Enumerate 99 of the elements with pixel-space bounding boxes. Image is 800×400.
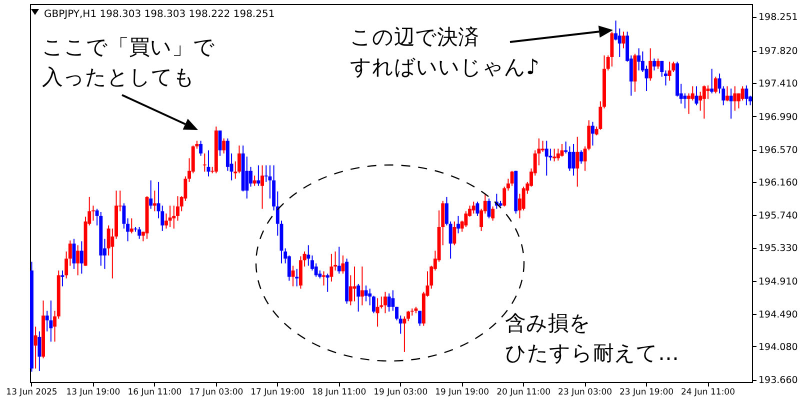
candlestick xyxy=(541,140,545,152)
candlestick xyxy=(326,273,330,292)
y-tick-label: 194.490 xyxy=(758,309,798,320)
candlestick xyxy=(356,283,360,312)
candlestick xyxy=(260,164,264,210)
y-tick-label: 196.990 xyxy=(758,112,798,123)
y-tick-label: 196.570 xyxy=(758,145,798,156)
candlestick xyxy=(576,136,580,188)
y-tick-label: 197.410 xyxy=(758,78,798,90)
annotation: 含み損をひたすら耐えて… xyxy=(505,310,679,367)
candlestick xyxy=(610,31,614,67)
candlestick xyxy=(330,253,334,282)
candlestick xyxy=(710,68,714,94)
x-tick-label: 17 Jun 03:00 xyxy=(189,388,244,398)
candlestick xyxy=(591,121,594,146)
candlestick xyxy=(360,266,364,306)
candlestick xyxy=(199,140,203,156)
candlestick xyxy=(714,76,718,94)
candlestick xyxy=(729,88,733,120)
y-tick-label: 197.820 xyxy=(758,46,798,58)
candlestick xyxy=(256,164,260,186)
candlestick xyxy=(49,300,53,342)
candlestick xyxy=(744,84,748,106)
candlestick xyxy=(122,202,126,230)
candlestick xyxy=(149,180,153,210)
candlestick xyxy=(656,58,660,70)
candlestick xyxy=(138,226,142,240)
candlestick xyxy=(364,285,368,302)
candlestick xyxy=(644,65,648,92)
y-tick-label: 193.660 xyxy=(758,375,798,386)
candlestick xyxy=(34,326,38,370)
candlestick xyxy=(637,48,641,71)
candlestick xyxy=(80,240,84,274)
candlestick xyxy=(456,215,460,234)
candlestick xyxy=(725,86,729,102)
candlestick xyxy=(733,86,737,112)
y-tick-label: 196.160 xyxy=(758,177,798,188)
candlestick xyxy=(568,146,572,172)
x-tick-label: 13 Jun 19:00 xyxy=(66,388,120,398)
candlestick xyxy=(472,201,476,214)
candlestick xyxy=(402,316,406,352)
candlestick xyxy=(522,186,526,211)
candlestick xyxy=(648,48,652,82)
x-tick-label: 23 Jun 19:00 xyxy=(620,388,674,398)
candlestick xyxy=(702,84,706,120)
candlestick xyxy=(245,156,249,200)
candlestick xyxy=(341,254,345,274)
candlestick xyxy=(694,86,698,106)
candlestick xyxy=(544,140,548,176)
candlestick xyxy=(60,270,64,287)
annotation: この辺で決済すればいいじゃん♪ xyxy=(350,24,540,81)
candlestick xyxy=(202,152,206,172)
candlestick xyxy=(76,244,80,276)
x-tick-label: 17 Jun 19:00 xyxy=(250,388,305,398)
y-tick-label: 198.251 xyxy=(758,12,798,24)
candlestick xyxy=(706,84,710,100)
candlestick xyxy=(295,268,299,287)
y-tick-label: 194.080 xyxy=(758,342,798,353)
x-tick-label: 16 Jun 11:00 xyxy=(128,388,182,398)
candlestick xyxy=(222,138,226,154)
candlestick xyxy=(418,310,422,326)
x-tick-label: 24 Jun 11:00 xyxy=(681,388,736,398)
x-tick-label: 19 Jun 19:00 xyxy=(435,388,490,398)
y-tick-label: 195.740 xyxy=(758,210,798,222)
candlestick xyxy=(376,298,380,328)
candlestick xyxy=(38,330,42,372)
x-tick-label: 23 Jun 03:00 xyxy=(558,388,612,398)
x-tick-label: 13 Jun 2025 xyxy=(6,388,58,398)
candlestick xyxy=(452,220,456,246)
candlestick xyxy=(249,166,252,188)
annotation: ここで「買い」で入ったとしても xyxy=(42,34,215,91)
candlestick xyxy=(552,148,556,162)
x-tick-label: 19 Jun 03:00 xyxy=(374,388,428,398)
candlestick xyxy=(622,31,626,49)
candlestick xyxy=(464,210,468,228)
candlestick xyxy=(130,218,134,234)
candlestick xyxy=(683,92,687,109)
candlestick xyxy=(168,205,172,228)
y-tick-label: 195.330 xyxy=(758,243,798,254)
candlestick xyxy=(556,148,560,162)
candlestick xyxy=(322,270,326,286)
candlestick xyxy=(510,170,514,186)
candlestick xyxy=(652,58,656,71)
candlestick xyxy=(476,201,480,216)
candlestick xyxy=(314,262,318,278)
candlestick xyxy=(687,92,691,114)
candlestick xyxy=(579,150,583,164)
chart-title: GBPJPY,H1 198.303 198.303 198.222 198.251 xyxy=(44,9,275,20)
candlestick xyxy=(337,246,341,274)
candlestick xyxy=(252,175,256,186)
candlestick xyxy=(384,291,387,314)
candlestick xyxy=(491,206,495,222)
candlestick xyxy=(306,244,310,266)
x-tick-label: 18 Jun 11:00 xyxy=(312,388,366,398)
x-tick-label: 20 Jun 11:00 xyxy=(496,388,551,398)
y-tick-label: 194.910 xyxy=(758,276,798,288)
candlestick xyxy=(668,61,672,82)
candlestick xyxy=(387,292,391,312)
candlestick xyxy=(740,86,744,101)
